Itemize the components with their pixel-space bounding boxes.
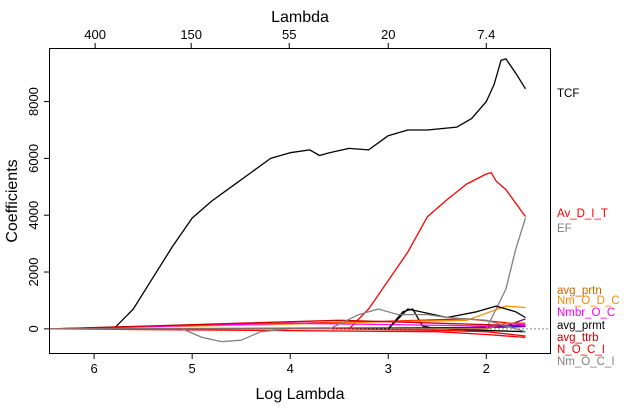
series-line-nm-o-c-i <box>50 308 526 333</box>
y-tick-label: 4000 <box>26 201 41 230</box>
plot-frame <box>49 48 551 354</box>
x-tick-label: 5 <box>189 361 196 376</box>
series-label-nmbr-o-c: Nmbr_O_C <box>557 307 615 319</box>
y-tick-label: 0 <box>26 325 41 332</box>
top-tick-label: 400 <box>84 27 106 42</box>
top-tick-label: 7.4 <box>477 27 495 42</box>
x-tick-label: 4 <box>287 361 294 376</box>
series-label-nm-o-d-c: Nm_O_D_C <box>557 295 620 307</box>
series-label-avg-ttrb: avg_ttrb <box>557 332 599 344</box>
top-tick-label: 150 <box>180 27 202 42</box>
y-tick-label: 6000 <box>26 144 41 173</box>
x-tick-label: 2 <box>483 361 490 376</box>
series-label-tcf: TCF <box>557 88 579 100</box>
series-label-ef: EF <box>557 223 572 235</box>
coefficient-path <box>49 328 526 339</box>
series-label-avg-prtn: avg_prtn <box>557 285 602 297</box>
y-tick-label: 2000 <box>26 258 41 287</box>
series-label-av-d-i-t: Av_D_I_T <box>557 208 608 220</box>
series-label-n-o-c-i: N_O_C_I <box>557 344 605 356</box>
top-tick-label: 55 <box>282 27 296 42</box>
series-label-nm-o-c-i: Nm_O_C_I <box>557 356 615 368</box>
x-axis-label: Log Lambda <box>256 386 345 403</box>
series-labels: TCFAv_D_I_TEFavg_prtnNm_O_D_CNmbr_O_Cavg… <box>557 88 620 368</box>
series-line-av-d-i-t <box>50 171 527 330</box>
x-tick-label: 6 <box>91 361 98 376</box>
y-axis-label: Coefficients <box>4 159 21 242</box>
x-tick-label: 3 <box>385 361 392 376</box>
series-label-avg-prmt: avg_prmt <box>557 320 606 332</box>
y-tick-label: 8000 <box>26 87 41 116</box>
series-line-nm-o-d-c <box>49 305 526 330</box>
axes-layer: 6 5 4 3 2 400 150 55 20 7.4 0 2000 4000 6000 8000 <box>26 27 550 376</box>
top-tick-label: 20 <box>381 27 395 42</box>
series-line-avg-ttrb <box>49 319 526 330</box>
top-axis-label: Lambda <box>271 9 329 26</box>
series-layer <box>49 58 527 343</box>
series-line-tcf <box>50 58 527 330</box>
